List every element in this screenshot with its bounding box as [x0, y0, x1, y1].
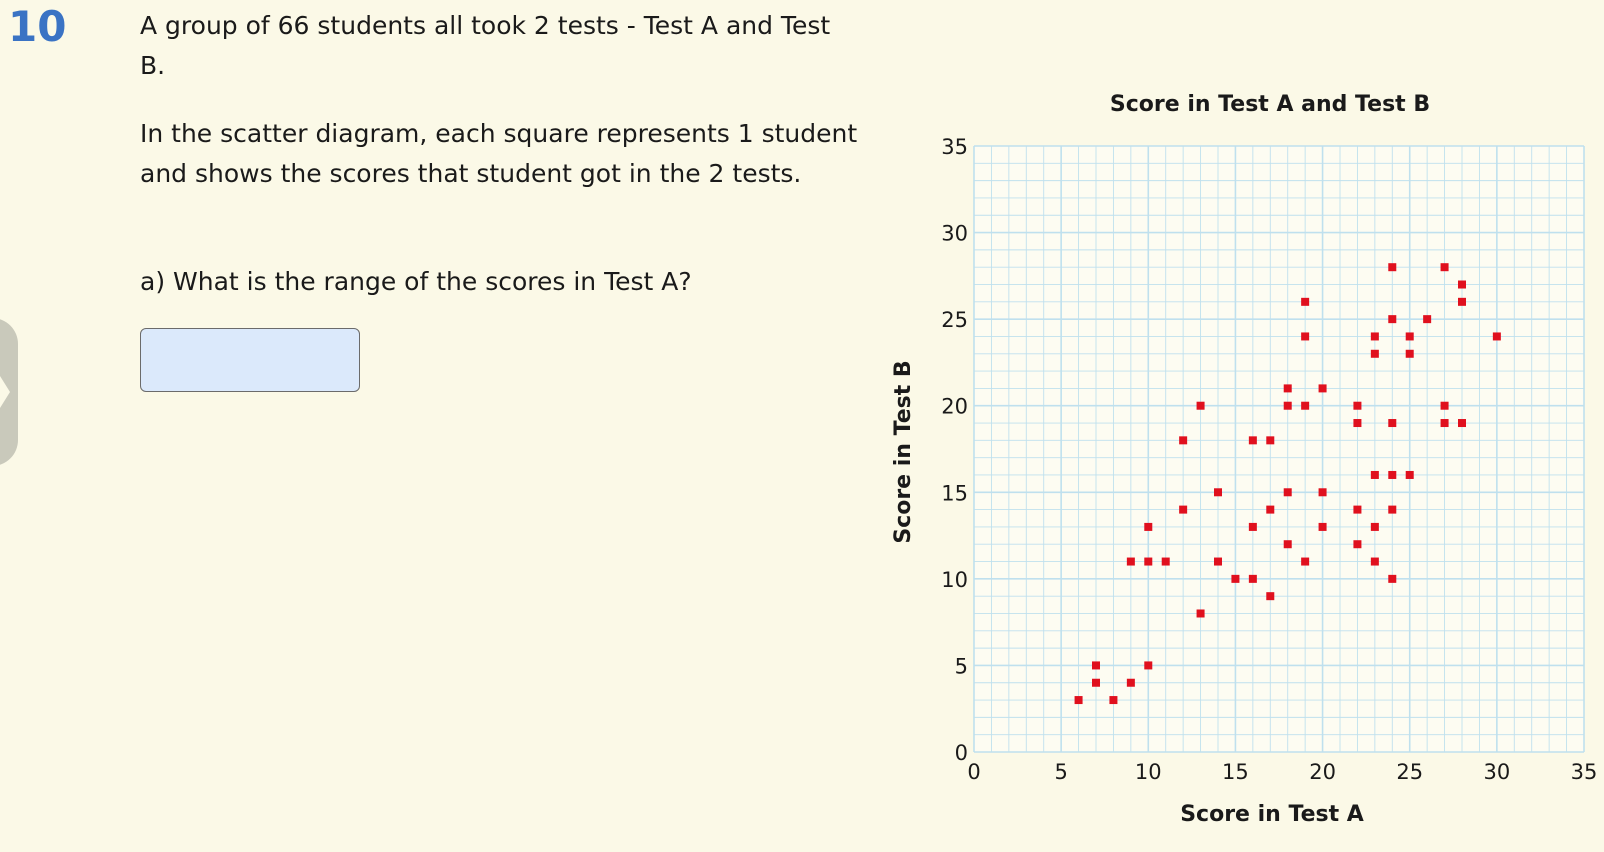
x-tick-label: 35 — [1571, 760, 1598, 784]
data-point — [1283, 540, 1292, 549]
data-point — [1370, 349, 1379, 358]
data-point — [1283, 488, 1292, 497]
data-point — [1388, 505, 1397, 514]
data-point — [1301, 332, 1310, 341]
data-point — [1214, 557, 1222, 566]
data-point — [1370, 332, 1379, 341]
data-point — [1458, 419, 1466, 428]
chart-title: Score in Test A and Test B — [1110, 92, 1430, 117]
data-point — [1492, 332, 1501, 341]
data-point — [1405, 332, 1414, 341]
data-point — [1196, 401, 1205, 410]
data-point — [1423, 315, 1432, 324]
data-point — [1440, 263, 1449, 272]
data-point — [1126, 557, 1135, 566]
question-part-a: a) What is the range of the scores in Te… — [140, 267, 692, 296]
data-point — [1388, 574, 1397, 583]
plot-area — [974, 146, 1584, 752]
data-point — [1353, 401, 1362, 410]
data-point — [1301, 297, 1310, 306]
data-point — [1440, 419, 1449, 428]
data-point — [1388, 419, 1397, 428]
data-point — [1144, 522, 1153, 531]
data-point — [1370, 470, 1379, 479]
data-point — [1458, 280, 1466, 289]
data-point — [1388, 315, 1397, 324]
y-tick-label: 15 — [941, 481, 968, 505]
data-point — [1248, 522, 1257, 531]
data-point — [1109, 696, 1118, 705]
data-point — [1283, 384, 1292, 393]
data-point — [1405, 349, 1414, 358]
data-point — [1301, 557, 1310, 566]
data-point — [1318, 522, 1327, 531]
x-tick-label: 10 — [1135, 760, 1162, 784]
y-tick-label: 35 — [941, 135, 968, 159]
chevron-right-icon — [0, 376, 10, 408]
data-point — [1266, 436, 1275, 445]
y-tick-label: 0 — [955, 741, 968, 765]
data-point — [1283, 401, 1292, 410]
data-point — [1266, 592, 1275, 601]
data-point — [1318, 384, 1327, 393]
x-tick-label: 0 — [967, 760, 980, 784]
data-point — [1370, 522, 1379, 531]
y-tick-label: 30 — [941, 222, 968, 246]
x-tick-label: 25 — [1396, 760, 1423, 784]
data-point — [1388, 470, 1397, 479]
data-point — [1301, 401, 1310, 410]
data-point — [1440, 401, 1449, 410]
data-point — [1458, 297, 1466, 306]
data-point — [1161, 557, 1170, 566]
x-tick-label: 5 — [1054, 760, 1067, 784]
data-point — [1405, 470, 1414, 479]
data-point — [1388, 263, 1397, 272]
data-point — [1144, 661, 1153, 670]
data-point — [1179, 505, 1188, 514]
data-point — [1318, 488, 1327, 497]
x-tick-label: 20 — [1309, 760, 1336, 784]
chart-ticks: 0 5 10 15 20 25 30 35 0 5 10 15 20 25 30 35 — [941, 135, 1597, 784]
data-point — [1074, 696, 1083, 705]
question-intro: A group of 66 students all took 2 tests … — [140, 11, 831, 80]
question-description: In the scatter diagram, each square repr… — [140, 119, 858, 188]
x-tick-label: 15 — [1222, 760, 1249, 784]
x-tick-label: 30 — [1483, 760, 1510, 784]
data-point — [1370, 557, 1379, 566]
y-tick-label: 10 — [941, 568, 968, 592]
data-point — [1266, 505, 1275, 514]
question-number: 10 — [8, 2, 67, 51]
data-point — [1353, 540, 1362, 549]
data-point — [1248, 436, 1257, 445]
chart-grid — [973, 145, 1585, 753]
data-point — [1196, 609, 1205, 618]
data-point — [1231, 574, 1240, 583]
data-point — [1092, 678, 1100, 687]
data-point — [1248, 574, 1257, 583]
data-point — [1126, 678, 1135, 687]
y-tick-label: 20 — [941, 395, 968, 419]
y-tick-label: 25 — [941, 308, 968, 332]
y-tick-label: 5 — [955, 654, 968, 678]
data-point — [1144, 557, 1153, 566]
chart-points — [1074, 263, 1501, 705]
data-point — [1353, 505, 1362, 514]
x-axis-label: Score in Test A — [1180, 802, 1364, 827]
data-point — [1353, 419, 1362, 428]
data-point — [1214, 488, 1222, 497]
y-axis-label: Score in Test B — [891, 360, 916, 543]
data-point — [1179, 436, 1188, 445]
answer-input-box[interactable] — [140, 328, 360, 392]
data-point — [1092, 661, 1100, 670]
